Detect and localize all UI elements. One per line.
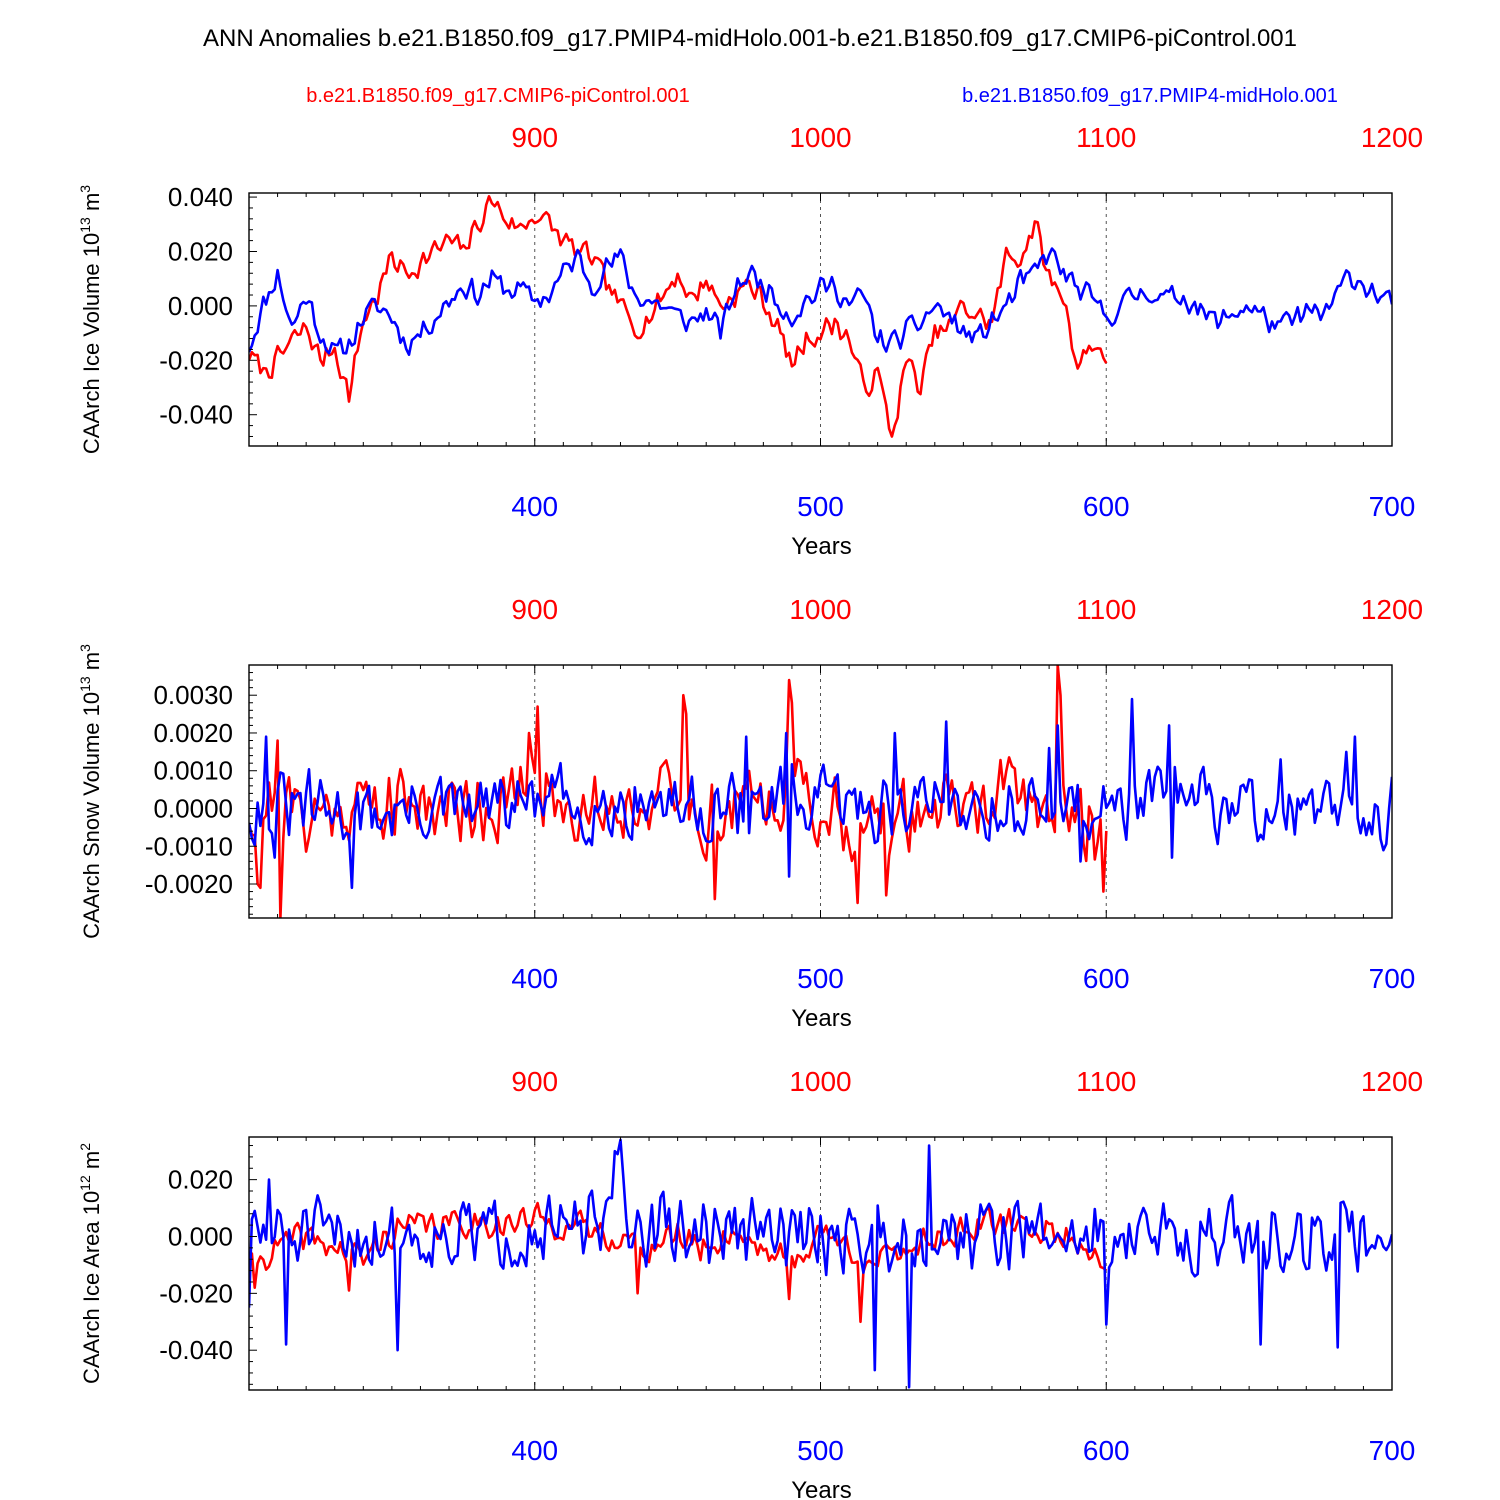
y-tick-label: -0.040 <box>159 1335 233 1365</box>
y-axis-label-superscript: 13 <box>77 217 93 233</box>
top-tick-label: 900 <box>511 122 558 153</box>
y-tick-label: -0.020 <box>159 1278 233 1308</box>
series-line-picontrol <box>249 195 1108 438</box>
series-line-midholo <box>249 1138 1392 1389</box>
y-axis-label-superscript: 12 <box>77 1175 93 1191</box>
y-axis-label-text: CAArch Ice Area 10 <box>79 1191 104 1384</box>
y-tick-label: -0.0010 <box>145 831 233 861</box>
y-axis-label-superscript: 2 <box>77 1143 93 1151</box>
x-tick-label: 500 <box>797 963 844 994</box>
y-axis-label: CAArch Ice Volume 1013 m3 <box>77 185 104 454</box>
top-tick-label: 1200 <box>1361 122 1423 153</box>
series-line-picontrol <box>249 665 1108 918</box>
y-tick-label: -0.0020 <box>145 869 233 899</box>
x-tick-label: 700 <box>1369 1435 1416 1466</box>
top-tick-label: 1100 <box>1076 594 1136 625</box>
panels: -0.040 -0.020 0.000 0.020 0.040 400 500 600 700 9… <box>77 122 1423 1500</box>
legend-blue-label: b.e21.B1850.f09_g17.PMIP4-midHolo.001 <box>962 85 1338 107</box>
x-tick-label: 400 <box>511 963 558 994</box>
y-tick-label: -0.020 <box>159 345 233 375</box>
top-tick-label: 900 <box>511 594 558 625</box>
series-line-midholo <box>249 247 1392 356</box>
top-tick-label: 1200 <box>1361 594 1423 625</box>
x-tick-label: 500 <box>797 1435 844 1466</box>
top-tick-label: 1000 <box>789 122 851 153</box>
y-tick-label: 0.000 <box>168 291 233 321</box>
figure-title: ANN Anomalies b.e21.B1850.f09_g17.PMIP4-… <box>203 25 1297 52</box>
top-tick-label: 1000 <box>789 594 851 625</box>
x-tick-label: 400 <box>511 1435 558 1466</box>
x-axis-label: Years <box>791 1477 852 1500</box>
y-tick-label: 0.0030 <box>153 680 233 710</box>
x-tick-label: 700 <box>1369 491 1416 522</box>
x-tick-label: 600 <box>1083 491 1130 522</box>
top-tick-label: 900 <box>511 1066 558 1097</box>
y-tick-label: 0.020 <box>168 236 233 266</box>
y-tick-label: 0.040 <box>168 182 233 212</box>
x-axis-label: Years <box>791 1005 852 1032</box>
series-line-midholo <box>249 697 1392 890</box>
y-axis-label-superscript: 3 <box>77 644 93 652</box>
y-axis-label: CAArch Ice Area 1012 m2 <box>77 1143 104 1384</box>
chart-panel-2: -0.0020 -0.0010 0.0000 0.0010 0.0020 0.0030 40… <box>77 594 1423 1032</box>
y-tick-label: 0.0020 <box>153 718 233 748</box>
y-axis-label-text: m <box>79 193 104 217</box>
y-axis-label-text: m <box>79 1151 104 1175</box>
x-tick-label: 700 <box>1369 963 1416 994</box>
y-axis-label-text: m <box>79 652 104 676</box>
y-axis-label-text: CAArch Snow Volume 10 <box>79 692 104 939</box>
top-tick-label: 1000 <box>789 1066 851 1097</box>
top-tick-label: 1200 <box>1361 1066 1423 1097</box>
y-tick-label: -0.040 <box>159 400 233 430</box>
legend-red-label: b.e21.B1850.f09_g17.CMIP6-piControl.001 <box>306 85 690 107</box>
x-tick-label: 600 <box>1083 1435 1130 1466</box>
y-tick-label: 0.000 <box>168 1221 233 1251</box>
top-tick-label: 1100 <box>1076 122 1136 153</box>
y-axis-label-superscript: 3 <box>77 185 93 193</box>
y-axis-label-superscript: 13 <box>77 676 93 692</box>
y-tick-label: 0.0000 <box>153 793 233 823</box>
x-tick-label: 600 <box>1083 963 1130 994</box>
x-tick-label: 500 <box>797 491 844 522</box>
y-axis-label: CAArch Snow Volume 1013 m3 <box>77 644 104 939</box>
chart-panel-3: -0.040 -0.020 0.000 0.020 400 500 600 700 900 100… <box>77 1066 1423 1500</box>
y-axis-label-text: CAArch Ice Volume 10 <box>79 233 104 454</box>
y-tick-label: 0.020 <box>168 1165 233 1195</box>
chart-panel-1: -0.040 -0.020 0.000 0.020 0.040 400 500 600 700 9… <box>77 122 1423 560</box>
top-tick-label: 1100 <box>1076 1066 1136 1097</box>
x-tick-label: 400 <box>511 491 558 522</box>
y-tick-label: 0.0010 <box>153 756 233 786</box>
x-axis-label: Years <box>791 533 852 560</box>
